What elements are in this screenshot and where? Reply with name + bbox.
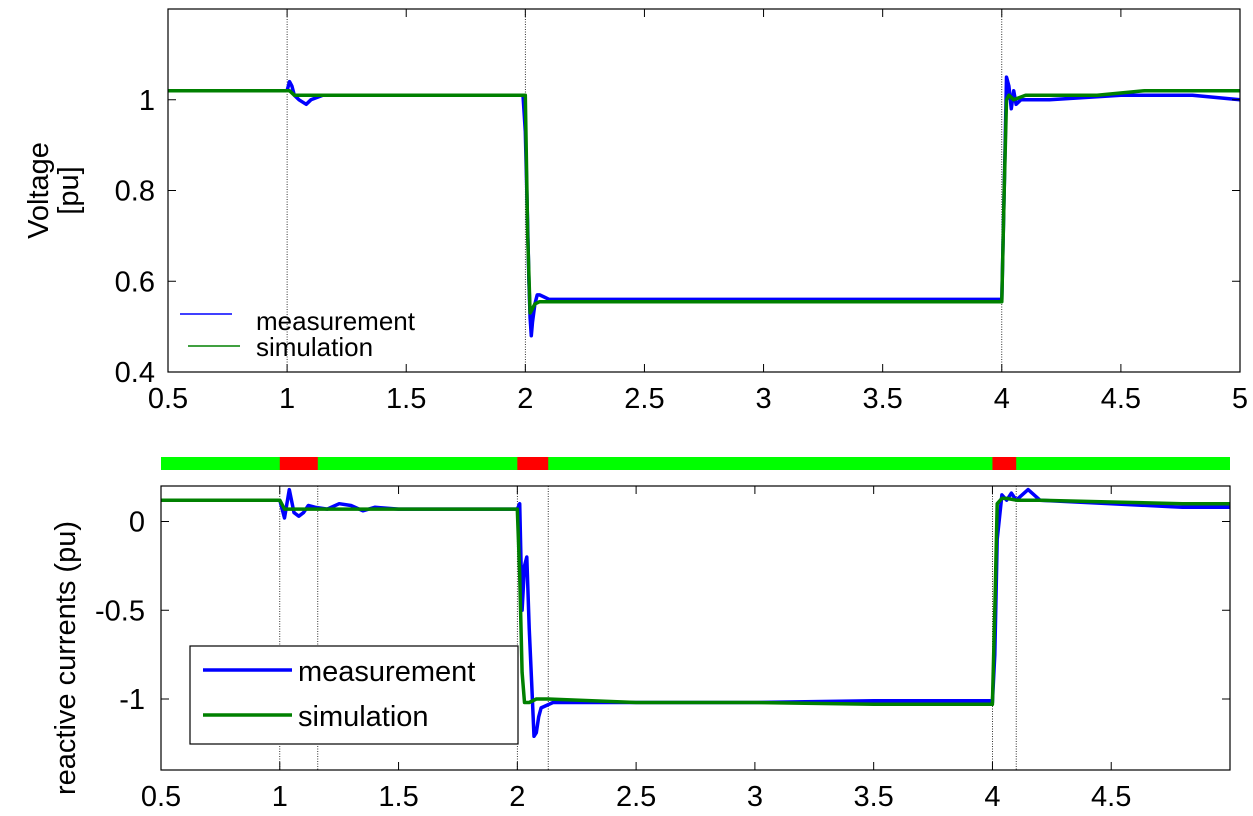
x-tick-label: 2.5 [616, 781, 656, 813]
status-bar-normal [161, 457, 1230, 470]
x-tick-label: 3.5 [854, 781, 894, 813]
x-tick-label: 2 [509, 781, 525, 813]
x-tick-label: 4 [994, 383, 1010, 415]
x-tick-label: 0.5 [141, 781, 181, 813]
x-tick-label: 5 [1232, 383, 1248, 415]
series-line-simulation [161, 496, 1230, 707]
x-tick-label: 4.5 [1091, 781, 1131, 813]
legend: measurement simulation [180, 306, 416, 362]
status-bar-fault [517, 457, 549, 470]
y-tick-label: -0.5 [95, 595, 145, 627]
legend-label-simulation: simulation [256, 332, 373, 362]
plot-frame [160, 485, 1231, 771]
x-tick-label: 0.5 [148, 383, 188, 415]
y-tick-label: 0.4 [115, 357, 155, 389]
legend-label-measurement: measurement [256, 306, 416, 336]
x-tick-label: 4.5 [1101, 383, 1141, 415]
y-tick-label: 0.8 [115, 176, 155, 208]
x-tick-label: 4 [984, 781, 1000, 813]
status-bar-fault [992, 457, 1017, 470]
series-line-measurement [168, 75, 1241, 338]
x-tick-label: 3 [755, 383, 771, 415]
x-tick-label: 1.5 [386, 383, 426, 415]
y-tick-label: 0 [129, 507, 145, 539]
x-tick-label: 3 [747, 781, 763, 813]
x-tick-label: 1 [272, 781, 288, 813]
y-tick-label: 0.6 [115, 266, 155, 298]
legend: measurement simulation [189, 645, 519, 745]
y-tick-label: -1 [119, 684, 145, 716]
series-line-simulation [168, 88, 1240, 315]
legend-box [189, 645, 519, 745]
x-tick-label: 1.5 [378, 781, 418, 813]
x-tick-label: 2.5 [624, 383, 664, 415]
x-tick-label: 1 [279, 383, 295, 415]
legend-label-measurement: measurement [298, 656, 475, 688]
y-axis-label: reactive currents (pu) [50, 521, 82, 795]
x-tick-label: 3.5 [863, 383, 903, 415]
legend-label-simulation: simulation [298, 701, 429, 733]
y-tick-label: 1 [139, 85, 155, 117]
y-axis-label: Voltage[pu] [23, 142, 85, 239]
voltage-chart: 0.5 1 1.5 2 2.5 3 3.5 4 4.5 5 0.4 0.6 0.8 1 Voltage[… [23, 8, 1248, 415]
x-tick-label: 2 [517, 383, 533, 415]
reactive-current-chart: 0.5 1 1.5 2 2.5 3 3.5 4 4.5 -1 -0.5 0 reactive cur… [50, 457, 1231, 813]
status-bar-fault [279, 457, 318, 470]
